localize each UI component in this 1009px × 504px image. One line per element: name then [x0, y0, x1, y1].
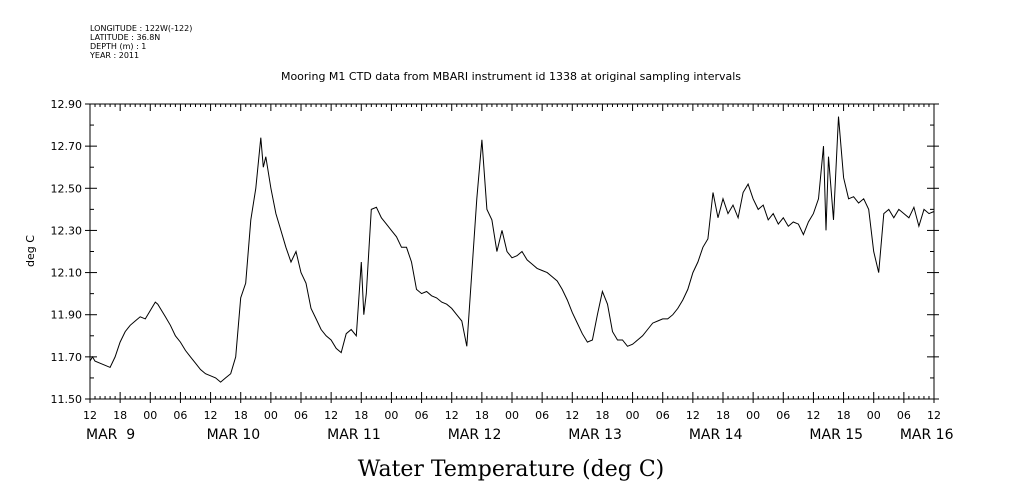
y-tick-label: 11.90	[51, 309, 83, 322]
x-hour-label: 18	[475, 409, 489, 422]
x-day-label: MAR 11	[327, 427, 381, 443]
y-tick-label: 12.30	[51, 224, 83, 237]
y-tick-label: 11.70	[51, 351, 83, 364]
x-hour-label: 18	[113, 409, 127, 422]
x-hour-label: 00	[867, 409, 881, 422]
x-hour-label: 12	[806, 409, 820, 422]
meta-year: YEAR : 2011	[89, 51, 139, 60]
x-day-label: MAR 9	[86, 427, 135, 443]
x-hour-label: 12	[204, 409, 218, 422]
meta-longitude: LONGITUDE : 122W(-122)	[90, 24, 192, 33]
x-day-label: MAR 12	[448, 427, 502, 443]
x-hour-label: 00	[384, 409, 398, 422]
x-day-label: MAR 10	[207, 427, 261, 443]
x-hour-label: 12	[565, 409, 579, 422]
chart-title: Mooring M1 CTD data from MBARI instrumen…	[281, 70, 741, 83]
y-tick-label: 11.50	[51, 393, 83, 406]
x-hour-label: 18	[716, 409, 730, 422]
y-axis-label: deg C	[24, 235, 37, 267]
x-axis-title: Water Temperature (deg C)	[358, 457, 665, 482]
x-hour-label: 12	[686, 409, 700, 422]
x-hour-label: 00	[143, 409, 157, 422]
y-tick-label: 12.50	[51, 182, 83, 195]
x-hour-label: 00	[746, 409, 760, 422]
plot-frame	[89, 103, 935, 400]
x-hour-label: 18	[234, 409, 248, 422]
metadata-block: LONGITUDE : 122W(-122) LATITUDE : 36.8N …	[89, 24, 192, 60]
minor-ticks	[89, 103, 935, 400]
y-tick-label: 12.10	[51, 267, 83, 280]
x-hour-label: 12	[83, 409, 97, 422]
x-day-label: MAR 14	[689, 427, 743, 443]
y-tick-label: 12.90	[51, 98, 83, 111]
x-hour-label: 06	[173, 409, 187, 422]
x-hour-label: 06	[294, 409, 308, 422]
x-day-label: MAR 13	[568, 427, 622, 443]
series-layer	[89, 116, 935, 383]
x-axis: 12 18 00 06 12 18 00 06 12 18 00 06 12 18 00 06 12 18 00 06…	[83, 399, 954, 443]
x-hour-label: 12	[445, 409, 459, 422]
meta-latitude: LATITUDE : 36.8N	[90, 33, 160, 42]
x-hour-label: 06	[656, 409, 670, 422]
series-line-water-temperature	[89, 116, 935, 383]
x-day-label: MAR 15	[809, 427, 863, 443]
y-tick-label: 12.70	[51, 140, 83, 153]
y-axis: 11.50 11.70 11.90 12.10 12.30 12.50 12.70 12.90	[51, 98, 939, 406]
x-hour-label: 06	[535, 409, 549, 422]
x-hour-label: 18	[354, 409, 368, 422]
x-hour-label: 12	[927, 409, 941, 422]
x-hour-label: 12	[324, 409, 338, 422]
x-hour-label: 06	[897, 409, 911, 422]
x-day-label: MAR 16	[900, 427, 954, 443]
x-hour-label: 06	[415, 409, 429, 422]
meta-depth: DEPTH (m) : 1	[90, 42, 146, 51]
x-hour-label: 06	[776, 409, 790, 422]
x-hour-label: 18	[595, 409, 609, 422]
x-hour-label: 00	[626, 409, 640, 422]
x-hour-label: 00	[505, 409, 519, 422]
x-hour-label: 00	[264, 409, 278, 422]
x-hour-label: 18	[837, 409, 851, 422]
